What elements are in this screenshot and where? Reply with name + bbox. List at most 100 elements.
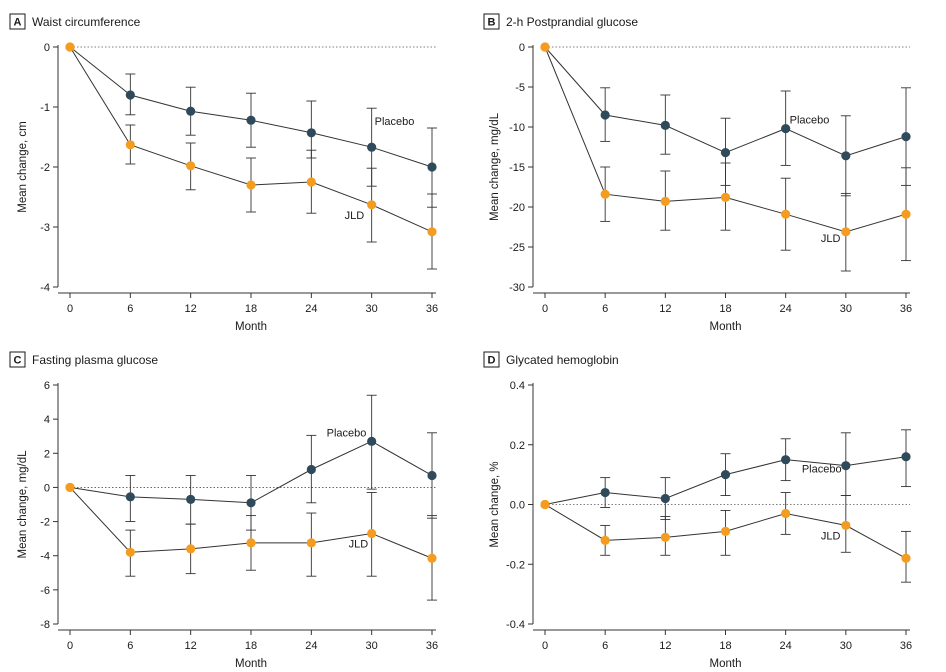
- data-point: [720, 148, 731, 158]
- x-axis-label: Month: [235, 658, 267, 670]
- data-point: [186, 544, 196, 554]
- data-point: [427, 553, 437, 563]
- panel-letter-box: [9, 351, 26, 368]
- x-axis-label: Month: [710, 658, 742, 670]
- y-tick-label: 0.0: [510, 500, 525, 512]
- data-point: [427, 227, 437, 237]
- y-tick-label: -20: [509, 202, 525, 214]
- x-tick-label: 30: [840, 640, 852, 652]
- data-point: [660, 532, 670, 542]
- y-tick-label: -1: [40, 102, 50, 114]
- x-tick-label: 6: [602, 640, 608, 652]
- data-point: [600, 110, 610, 120]
- series-jld: JLD: [540, 42, 911, 272]
- y-axis-label: Mean change, mg/dL: [17, 450, 29, 559]
- y-tick-label: -10: [509, 122, 525, 134]
- series-label: JLD: [349, 539, 369, 551]
- series-label: JLD: [345, 210, 365, 222]
- y-tick-label: -2: [40, 162, 50, 174]
- data-point: [125, 492, 135, 502]
- data-point: [65, 42, 75, 52]
- data-point: [600, 487, 610, 498]
- y-tick-label: -8: [40, 619, 50, 631]
- data-point: [427, 162, 437, 172]
- x-tick-label: 30: [366, 303, 378, 315]
- y-axis-label: Mean change, %: [489, 461, 501, 547]
- panel-letter: C: [14, 355, 22, 367]
- data-point: [246, 498, 256, 508]
- data-point: [841, 520, 851, 531]
- data-point: [125, 90, 135, 100]
- panel-letter-box: [483, 13, 500, 30]
- x-tick-label: 36: [900, 303, 912, 315]
- series-label: Placebo: [375, 116, 415, 128]
- data-point: [367, 436, 377, 446]
- x-tick-label: 0: [67, 640, 73, 652]
- x-tick-label: 12: [185, 640, 197, 652]
- data-point: [660, 196, 670, 206]
- x-tick-label: 18: [245, 303, 257, 315]
- y-tick-label: -15: [509, 162, 525, 174]
- data-point: [186, 106, 196, 116]
- x-tick-label: 36: [900, 640, 912, 652]
- x-tick-label: 0: [542, 640, 548, 652]
- data-point: [660, 120, 670, 130]
- data-point: [841, 227, 851, 237]
- series-placebo: Placebo: [65, 394, 437, 531]
- y-tick-label: 6: [44, 380, 50, 392]
- data-point: [306, 464, 316, 475]
- panel-title: Fasting plasma glucose: [32, 353, 158, 367]
- x-tick-label: 6: [127, 640, 133, 652]
- panel-letter: B: [488, 17, 496, 29]
- data-point: [367, 200, 377, 210]
- series-jld: JLD: [540, 492, 911, 583]
- series-label: Placebo: [327, 427, 367, 439]
- data-point: [781, 508, 791, 519]
- y-tick-label: -0.2: [506, 559, 525, 571]
- y-tick-label: 0: [519, 42, 525, 54]
- y-tick-label: -6: [40, 585, 50, 597]
- panel-letter-box: [9, 13, 26, 30]
- data-point: [427, 470, 437, 481]
- data-point: [720, 470, 731, 480]
- panel-letter: D: [488, 355, 496, 367]
- series-jld: JLD: [65, 482, 437, 601]
- y-axis-label: Mean change, cm: [17, 121, 29, 212]
- data-point: [186, 494, 196, 504]
- y-tick-label: 0.2: [510, 440, 525, 452]
- x-tick-label: 30: [840, 303, 852, 315]
- y-tick-label: 0: [44, 482, 50, 494]
- data-point: [246, 115, 256, 125]
- series-label: Placebo: [790, 115, 830, 127]
- data-point: [720, 526, 731, 536]
- x-axis-label: Month: [710, 321, 742, 333]
- x-tick-label: 12: [659, 640, 671, 652]
- y-tick-label: -30: [509, 282, 525, 294]
- y-tick-label: 4: [44, 414, 50, 426]
- y-tick-label: -4: [40, 551, 50, 563]
- y-tick-label: 2: [44, 448, 50, 460]
- x-tick-label: 6: [127, 303, 133, 315]
- data-point: [306, 177, 316, 187]
- data-point: [781, 209, 791, 219]
- data-point: [306, 538, 316, 548]
- data-point: [306, 128, 316, 138]
- panel-title: 2-h Postprandial glucose: [506, 15, 638, 29]
- x-tick-label: 0: [542, 303, 548, 315]
- x-tick-label: 18: [719, 640, 731, 652]
- panel-letter: A: [14, 17, 22, 29]
- series-label: Placebo: [802, 464, 842, 476]
- data-point: [901, 209, 911, 219]
- data-point: [125, 547, 135, 557]
- x-tick-label: 24: [780, 640, 792, 652]
- x-tick-label: 18: [245, 640, 257, 652]
- data-point: [720, 192, 731, 202]
- x-tick-label: 24: [305, 303, 317, 315]
- y-tick-label: -5: [515, 82, 525, 94]
- y-tick-label: 0: [44, 42, 50, 54]
- x-tick-label: 12: [185, 303, 197, 315]
- x-tick-label: 6: [602, 303, 608, 315]
- y-tick-label: 0.4: [510, 380, 525, 392]
- panel-letter-box: [483, 351, 500, 368]
- y-tick-label: -25: [509, 242, 525, 254]
